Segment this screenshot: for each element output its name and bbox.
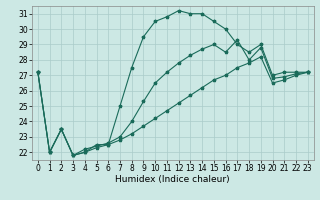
X-axis label: Humidex (Indice chaleur): Humidex (Indice chaleur) xyxy=(116,175,230,184)
